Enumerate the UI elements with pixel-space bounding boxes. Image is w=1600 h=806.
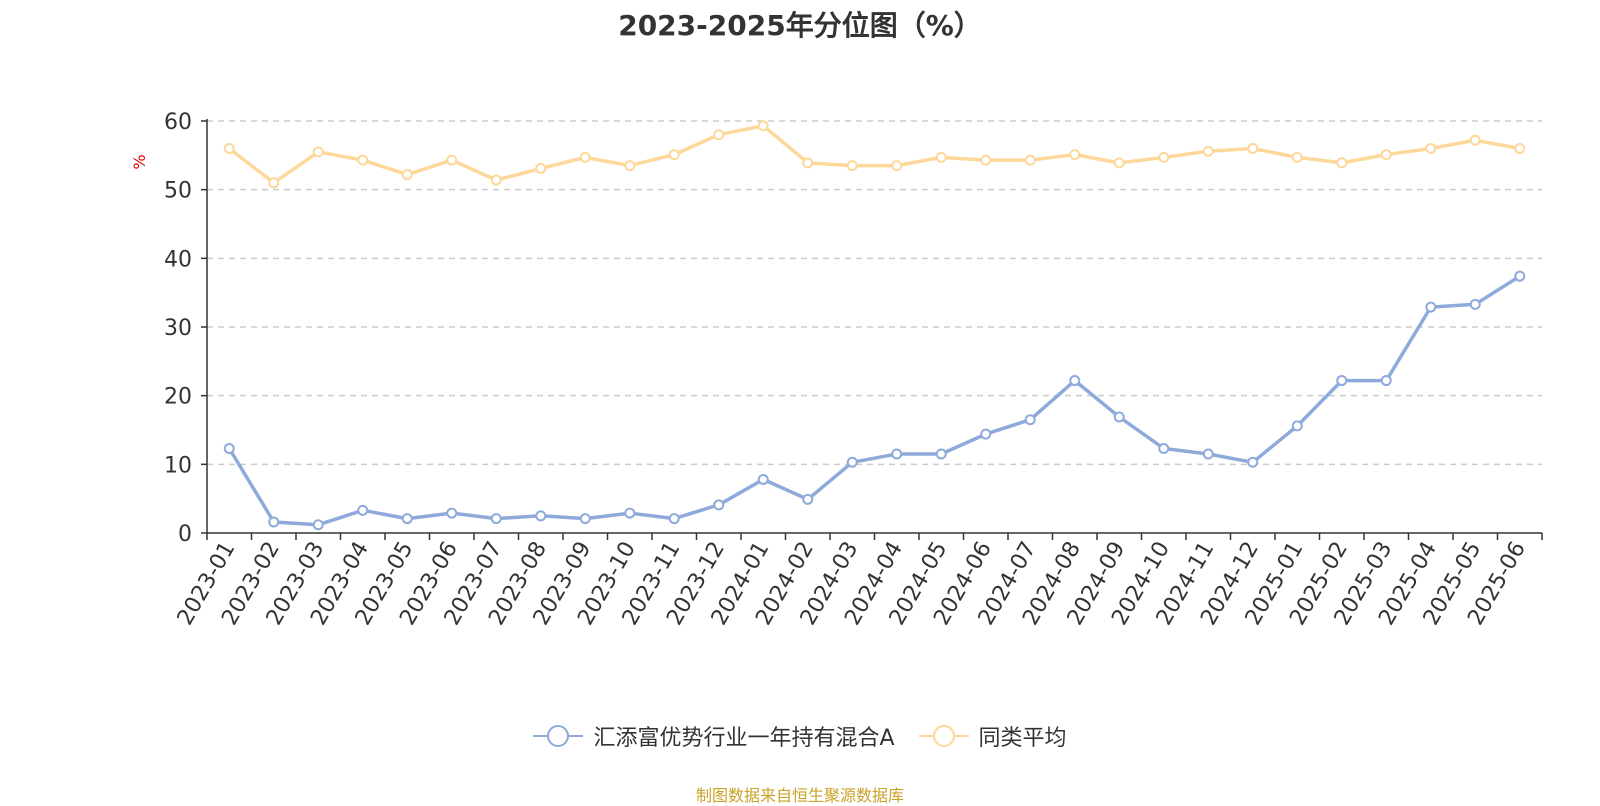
data-point-0 [624,507,636,519]
data-point-1 [1247,142,1259,154]
data-point-1 [757,120,769,132]
data-point-1 [980,154,992,166]
data-point-0 [1336,375,1348,387]
grid-lines [207,120,1542,466]
legend-label-fund: 汇添富优势行业一年持有混合A [593,726,895,751]
data-point-1 [668,149,680,161]
data-point-1 [446,154,458,166]
data-point-0 [1425,301,1437,313]
series-line-1 [228,124,1521,185]
data-point-1 [1380,149,1392,161]
data-point-0 [579,513,591,525]
y-axis-label: % [130,154,149,169]
data-point-0 [312,519,324,531]
data-point-0 [1069,375,1081,387]
data-point-1 [1202,145,1214,157]
y-tick-label: 10 [164,453,192,478]
data-point-1 [1024,154,1036,166]
data-point-0 [757,473,769,485]
data-point-0 [490,513,502,525]
legend-item-fund[interactable]: 汇添富优势行业一年持有混合A [533,720,895,752]
data-point-0 [846,456,858,468]
legend-marker-average-icon [918,725,969,747]
data-point-1 [357,154,369,166]
data-point-0 [713,499,725,511]
data-point-1 [1425,142,1437,154]
data-point-0 [1024,414,1036,426]
series-lines [223,120,1526,531]
data-point-1 [1069,149,1081,161]
data-point-1 [624,160,636,172]
data-point-0 [268,516,280,528]
data-point-1 [1158,151,1170,163]
legend-marker-fund-icon [533,725,584,747]
data-point-0 [535,510,547,522]
data-point-0 [1158,443,1170,455]
y-tick-label: 0 [178,522,192,547]
data-point-1 [1469,134,1481,146]
data-point-1 [1291,151,1303,163]
y-tick-label: 30 [164,316,192,341]
legend-label-average: 同类平均 [978,726,1067,751]
data-point-0 [1247,456,1259,468]
legend-item-average[interactable]: 同类平均 [918,720,1067,752]
data-point-1 [223,142,235,154]
series-line-0 [227,274,1521,527]
data-point-1 [268,177,280,189]
data-point-1 [401,169,413,181]
data-point-0 [1113,411,1125,423]
data-point-1 [891,160,903,172]
data-point-0 [668,513,680,525]
source-note: 制图数据来自恒生聚源数据库 [695,786,904,805]
data-point-1 [535,162,547,174]
chart-title: 2023-2025年分位图（%） [618,9,982,42]
data-point-0 [357,504,369,516]
data-point-0 [1291,420,1303,432]
data-point-1 [579,151,591,163]
y-tick-label: 20 [164,385,192,410]
y-tick-label: 60 [164,110,192,135]
data-point-0 [446,507,458,519]
data-point-1 [846,160,858,172]
data-point-0 [802,493,814,505]
data-point-1 [312,146,324,158]
data-point-1 [713,129,725,141]
legend: 汇添富优势行业一年持有混合A 同类平均 [0,720,1600,752]
data-point-0 [1202,448,1214,460]
data-point-0 [1514,270,1526,282]
data-point-0 [935,448,947,460]
axes: 01020304050602023-012023-022023-032023-0… [164,110,1543,630]
data-point-0 [1380,375,1392,387]
data-point-0 [891,448,903,460]
data-point-0 [401,513,413,525]
data-point-1 [1113,157,1125,169]
data-point-1 [802,157,814,169]
data-point-1 [935,151,947,163]
data-point-1 [1336,157,1348,169]
data-point-1 [490,174,502,186]
data-point-0 [1469,298,1481,310]
data-point-0 [223,443,235,455]
y-tick-label: 50 [164,179,192,204]
y-tick-label: 40 [164,247,192,272]
data-point-1 [1514,142,1526,154]
data-point-0 [980,428,992,440]
